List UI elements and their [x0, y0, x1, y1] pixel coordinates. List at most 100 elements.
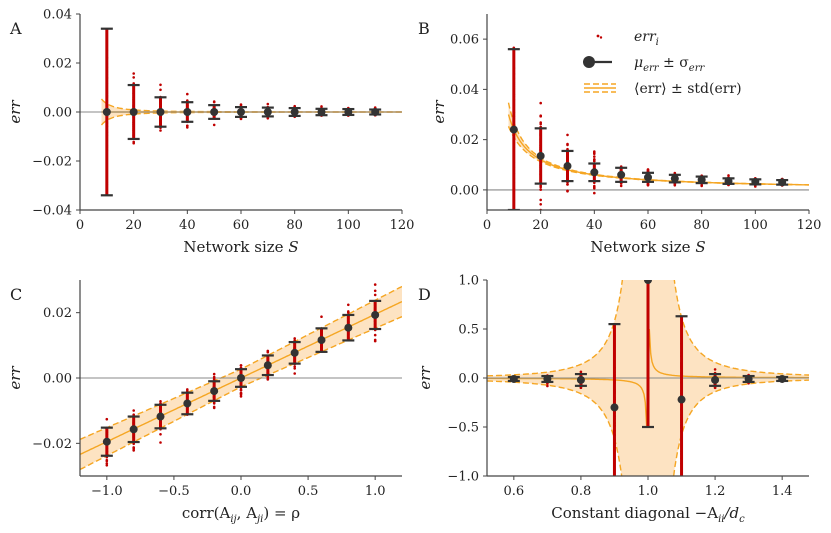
x-axis-label-d: Constant diagonal −Aii/dc [551, 504, 745, 525]
x-tick-label: 0 [76, 218, 84, 233]
mean-marker [290, 348, 299, 357]
y-tick-label: −0.02 [32, 437, 72, 452]
mean-marker [237, 374, 245, 382]
mean-marker [102, 108, 111, 116]
mean-marker [724, 177, 733, 186]
y-tick-label: 0.0 [458, 372, 479, 387]
err-point [539, 121, 542, 124]
x-tick-label: 0 [483, 218, 491, 233]
err-point [132, 413, 135, 417]
err-point [132, 140, 135, 144]
err-point [105, 417, 109, 421]
err-point [727, 174, 730, 177]
mean-marker [183, 399, 192, 408]
legend-label-band: ⟨err⟩ ± std(err) [634, 81, 742, 97]
legend-label-mu-sigma: μerr ± σerr [634, 55, 705, 74]
mean-marker [129, 425, 138, 434]
err-point [132, 446, 135, 450]
err-point [713, 368, 717, 371]
err-point [539, 198, 542, 202]
mean-marker [590, 168, 599, 177]
band-lower-line [507, 126, 809, 186]
mean-marker [536, 151, 545, 160]
mean-marker [183, 108, 192, 116]
y-tick-label: 0.04 [43, 8, 72, 23]
err-point [320, 315, 323, 319]
panel-label-d: D [418, 285, 431, 304]
x-tick-label: 80 [693, 218, 710, 233]
mean-marker [102, 437, 111, 446]
err-point [132, 449, 135, 452]
panel-d: D 0.6 0.8 1.0 1.2 1.4 −1.0 −0.5 0.0 0.5 1.0 Const… [416, 274, 809, 525]
err-point [159, 441, 162, 444]
err-point [132, 409, 135, 412]
err-point [239, 117, 243, 121]
y-axis-label-d: err [416, 366, 434, 390]
mean-marker [344, 323, 353, 332]
x-tick-label: 20 [125, 218, 142, 233]
mean-marker [371, 310, 380, 319]
panel-label-a: A [9, 19, 22, 38]
err-point [373, 289, 377, 293]
x-tick-label: 100 [743, 218, 768, 233]
y-tick-label: 1.0 [458, 274, 479, 289]
err-point [239, 391, 243, 395]
legend-label-err-i: erri [634, 29, 659, 48]
mean-marker [778, 374, 787, 383]
x-tick-label: −0.5 [158, 484, 190, 499]
err-point [373, 339, 377, 343]
x-tick-label: 80 [286, 218, 303, 233]
mean-marker [677, 395, 686, 404]
err-point [293, 372, 297, 375]
mean-marker [617, 170, 626, 179]
x-tick-label: 40 [586, 218, 603, 233]
mean-marker [576, 375, 585, 384]
y-tick-label: 0.04 [450, 83, 479, 98]
err-point [159, 129, 162, 132]
err-point [132, 442, 135, 446]
mean-marker [290, 108, 299, 116]
mean-marker [263, 108, 272, 116]
y-tick-label: 0.02 [43, 57, 72, 72]
mean-marker [644, 280, 652, 284]
mean-marker [670, 174, 679, 183]
err-point [212, 375, 216, 379]
mean-marker [644, 173, 652, 182]
err-point [647, 274, 650, 277]
err-point [212, 372, 216, 376]
err-point [566, 133, 569, 137]
x-axis-label-c: corr(Aij, Aji) = ρ [182, 504, 300, 525]
y-axis-label-a: err [6, 100, 24, 124]
x-tick-label: 0.8 [571, 484, 592, 499]
x-tick-label: 1.2 [705, 484, 726, 499]
y-tick-label: 0.00 [43, 106, 72, 121]
err-point [539, 184, 542, 187]
x-tick-label: −1.0 [91, 484, 123, 499]
err-point [266, 102, 270, 106]
err-point [266, 350, 270, 353]
err-point [713, 386, 717, 390]
x-tick-label: 120 [797, 218, 822, 233]
err-point [105, 459, 109, 463]
mean-marker [778, 178, 787, 187]
legend: erri μerr ± σerr ⟨err⟩ ± std(err) [583, 29, 742, 97]
mean-line [507, 114, 809, 186]
err-point [159, 83, 162, 87]
err-point [186, 389, 189, 393]
err-point [700, 184, 703, 188]
legend-dot-2 [599, 36, 603, 39]
err-point [373, 333, 377, 337]
y-tick-label: 0.5 [458, 323, 479, 338]
err-point [647, 276, 650, 279]
mean-marker [210, 387, 219, 396]
mean-marker [237, 108, 245, 116]
err-point [105, 462, 109, 465]
x-tick-label: 120 [390, 218, 415, 233]
mean-marker [711, 375, 720, 384]
err-point [593, 191, 596, 195]
err-point [646, 184, 650, 187]
mean-marker [263, 361, 272, 370]
err-point [546, 384, 549, 388]
mean-marker [317, 108, 326, 116]
legend-dot-1 [596, 34, 600, 38]
